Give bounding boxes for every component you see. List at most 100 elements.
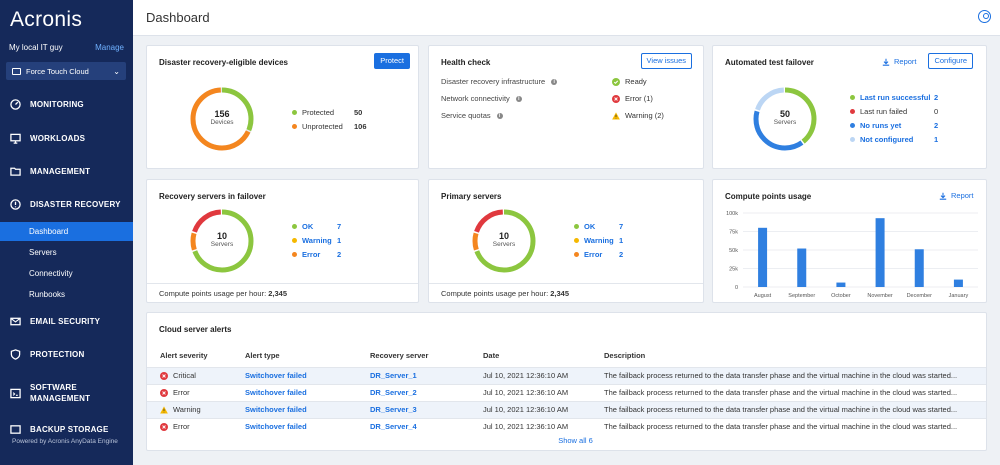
configure-button[interactable]: Configure [928,53,973,69]
nav-software-management[interactable]: SOFTWARE MANAGEMENT [0,381,133,405]
error-icon [160,388,168,397]
info-icon[interactable]: i [551,78,558,85]
nav-management[interactable]: MANAGEMENT [0,161,133,181]
alert-description: The failback process returned to the dat… [591,417,986,435]
green-dot [574,223,579,229]
legend-no-runs-yet[interactable]: No runs yet 2 [850,118,938,132]
legend-value: 106 [354,121,367,131]
legend-protected: Protected 50 [292,105,367,119]
critical-icon [160,371,168,380]
bar-august[interactable] [758,227,768,287]
error-icon [160,422,168,431]
info-icon[interactable]: i [496,112,503,119]
manage-link[interactable]: Manage [95,43,124,52]
table-row[interactable]: Error Switchover failed DR_Server_4 Jul … [147,417,986,435]
bar-november[interactable] [875,218,885,287]
legend-warning[interactable]: Warning 1 [292,233,341,247]
column-header[interactable]: Alert severity [160,351,208,361]
tenant-selector[interactable]: Force Touch Cloud ⌄ [6,62,126,80]
storage-icon [10,425,21,434]
alert-type-link[interactable]: Switchover failed [232,400,357,418]
primary-servers-card: Primary servers 10 Servers OK 7 Warning 1 … [428,179,704,303]
health-row-dr-infrastructure: Disaster recovery infrastructure i [441,77,558,86]
legend-label: Warning [302,235,332,245]
compute-points-card: Compute points usage Report 100k 75k 50k 25… [712,179,987,303]
x-tick-label: September [788,293,815,299]
bar-october[interactable] [836,282,846,287]
protect-button[interactable]: Protect [374,53,410,69]
compute-usage-footer: Compute points usage per hour: 2,345 [159,289,287,298]
dr-devices-card: Disaster recovery-eligible devices Prote… [146,45,419,169]
nav-email-security[interactable]: EMAIL SECURITY [0,311,133,331]
donut-segment-warning [190,209,254,273]
nav-monitoring[interactable]: MONITORING [0,94,133,114]
alert-description: The failback process returned to the dat… [591,383,986,401]
legend-label: Unprotected [302,121,343,131]
column-header[interactable]: Description [604,351,646,361]
severity-text: Error [173,388,190,397]
legend-label: Not configured [860,134,914,144]
primary-total: 10 [498,231,509,241]
nav-disaster-recovery-label: DISASTER RECOVERY [30,199,121,209]
recovery-server-link[interactable]: DR_Server_2 [357,383,470,401]
nav-backup-storage[interactable]: BACKUP STORAGE [0,420,133,438]
column-header[interactable]: Date [483,351,500,361]
footer-value: 2,345 [550,289,570,298]
report-label: Report [894,57,917,66]
alert-date: Jul 10, 2021 12:36:10 AM [470,383,591,401]
severity-text: Warning [173,405,201,414]
footer-label: Compute points usage per hour: [159,289,267,298]
column-header[interactable]: Recovery server [370,351,429,361]
recovery-server-link[interactable]: DR_Server_4 [357,417,470,435]
bar-september[interactable] [797,248,807,287]
bar-january[interactable] [953,279,963,287]
bar-december[interactable] [914,249,924,287]
nav-workloads[interactable]: WORKLOADS [0,128,133,148]
nav-protection[interactable]: PROTECTION [0,344,133,364]
legend-ok[interactable]: OK 7 [574,219,623,233]
legend-last-run-successful[interactable]: Last run successful 2 [850,90,938,104]
x-tick-label: November [867,293,893,299]
legend-ok[interactable]: OK 7 [292,219,341,233]
info-icon[interactable]: i [515,95,522,102]
table-row[interactable]: Error Switchover failed DR_Server_2 Jul … [147,383,986,401]
sub-nav-runbooks[interactable]: Runbooks [29,290,66,299]
legend-not-configured[interactable]: Not configured 1 [850,132,938,146]
column-header[interactable]: Alert type [245,351,280,361]
user-account-icon[interactable] [978,10,991,23]
donut-center: 10 Servers [189,231,255,248]
donut-segment-warning [472,209,536,273]
speedometer-icon [10,98,21,110]
show-all-link[interactable]: Show all 6 [558,436,593,445]
sub-nav-connectivity[interactable]: Connectivity [29,269,73,278]
nav-software-management-label: SOFTWARE MANAGEMENT [30,383,91,403]
alert-description: The failback process returned to the dat… [591,400,986,418]
failover-report-link[interactable]: Report [882,57,917,66]
legend-error[interactable]: Error 2 [292,247,341,261]
alert-type-link[interactable]: Switchover failed [232,383,357,401]
legend-warning[interactable]: Warning 1 [574,233,623,247]
severity-cell: Error [160,422,232,431]
card-title: Compute points usage [725,192,812,201]
devices-label: Devices [210,119,234,126]
card-divider [147,283,418,284]
legend-value: 1 [619,235,624,245]
alert-type-link[interactable]: Switchover failed [232,366,357,384]
table-row[interactable]: Warning Switchover failed DR_Server_3 Ju… [147,400,986,418]
health-row-quotas: Service quotas i [441,111,503,120]
legend-label: Error [302,249,321,259]
nav-disaster-recovery[interactable]: DISASTER RECOVERY [0,194,133,214]
view-issues-button[interactable]: View issues [640,53,692,69]
alert-type-link[interactable]: Switchover failed [232,417,357,435]
recovery-server-link[interactable]: DR_Server_1 [357,366,470,384]
card-title: Health check [441,58,491,67]
health-label: Network connectivity [441,94,510,103]
sub-nav-servers[interactable]: Servers [29,248,57,257]
legend-error[interactable]: Error 2 [574,247,623,261]
devices-donut [190,87,254,151]
table-row[interactable]: Critical Switchover failed DR_Server_1 J… [147,366,986,384]
automated-failover-card: Automated test failover Report Configure… [712,45,987,169]
recovery-server-link[interactable]: DR_Server_3 [357,400,470,418]
sub-nav-dashboard[interactable]: Dashboard [0,222,133,241]
compute-report-link[interactable]: Report [939,191,974,200]
